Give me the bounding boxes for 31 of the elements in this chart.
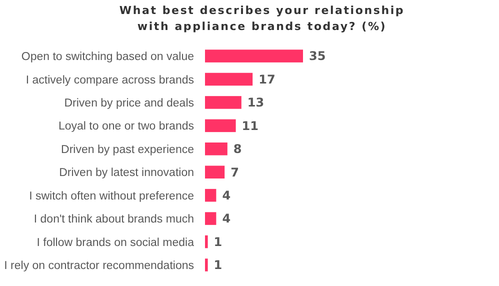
data-label: 4 bbox=[222, 188, 231, 203]
data-label: 1 bbox=[214, 258, 222, 272]
data-label: 35 bbox=[309, 49, 326, 64]
bar bbox=[205, 119, 236, 132]
y-tick-label: I rely on contractor recommendations bbox=[4, 260, 194, 272]
y-tick-label: Driven by price and deals bbox=[64, 97, 194, 110]
y-tick-label: Driven by past experience bbox=[61, 144, 194, 156]
bar bbox=[205, 258, 208, 272]
y-tick-label: I don't think about brands much bbox=[34, 214, 194, 226]
y-tick-label: Open to switching based on value bbox=[21, 51, 194, 64]
y-tick-label: Driven by latest innovation bbox=[59, 167, 194, 180]
y-tick-label: Loyal to one or two brands bbox=[58, 120, 194, 133]
bar bbox=[205, 50, 303, 62]
bar bbox=[205, 212, 216, 225]
y-tick-label: I actively compare across brands bbox=[26, 74, 194, 86]
bar bbox=[205, 142, 228, 156]
bar bbox=[205, 188, 216, 202]
bar bbox=[205, 235, 208, 248]
data-label: 11 bbox=[242, 118, 259, 133]
chart-title: What best describes your relationship with appliance brands today? (%) bbox=[119, 4, 405, 33]
bar bbox=[205, 96, 242, 109]
data-label: 1 bbox=[214, 234, 222, 249]
bar bbox=[205, 72, 253, 86]
data-label: 7 bbox=[230, 165, 239, 180]
data-label: 8 bbox=[233, 142, 242, 156]
bar bbox=[205, 166, 225, 178]
data-label: 17 bbox=[258, 72, 276, 86]
data-label: 13 bbox=[247, 96, 264, 110]
data-label: 4 bbox=[222, 212, 231, 226]
y-tick-label: I follow brands on social media bbox=[36, 236, 195, 249]
y-tick-label: I switch often without preference bbox=[29, 190, 194, 202]
